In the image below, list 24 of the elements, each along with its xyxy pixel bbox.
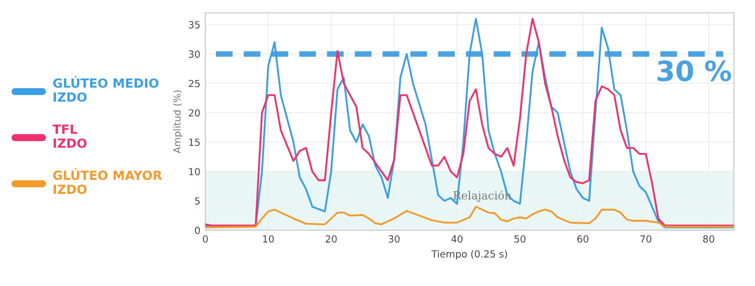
y-tick-label: 0 — [194, 226, 200, 234]
x-tick-label: 80 — [703, 235, 714, 243]
y-axis-title: Amplitud (%) — [173, 90, 183, 154]
x-tick-label: 0 — [202, 235, 208, 243]
legend-label: GLÚTEO MAYOR IZDO — [53, 168, 162, 194]
y-tick-label: 25 — [188, 80, 200, 88]
x-tick-label: 30 — [388, 235, 400, 243]
x-tick-label: 20 — [326, 235, 337, 243]
x-tick-label: 70 — [640, 235, 652, 243]
y-tick-label: 10 — [189, 168, 200, 176]
y-tick-label: 15 — [189, 138, 200, 146]
y-tick-label: 5 — [195, 197, 200, 205]
x-tick-label: 60 — [577, 235, 588, 243]
x-tick-label: 40 — [451, 235, 463, 243]
y-tick-label: 30 — [188, 50, 200, 58]
legend-label: TFL IZDO — [52, 124, 87, 148]
legend-label: GLÚTEO MEDIO IZDO — [53, 76, 158, 102]
x-axis-title: Tiempo (0.25 s) — [431, 250, 507, 260]
x-tick-label: 10 — [263, 235, 274, 243]
line-series — [205, 206, 734, 228]
y-tick-label: 35 — [188, 21, 200, 28]
x-tick-label: 50 — [514, 235, 526, 243]
y-tick-label: 20 — [188, 109, 200, 117]
ref-line-label: 30 % — [658, 60, 732, 82]
